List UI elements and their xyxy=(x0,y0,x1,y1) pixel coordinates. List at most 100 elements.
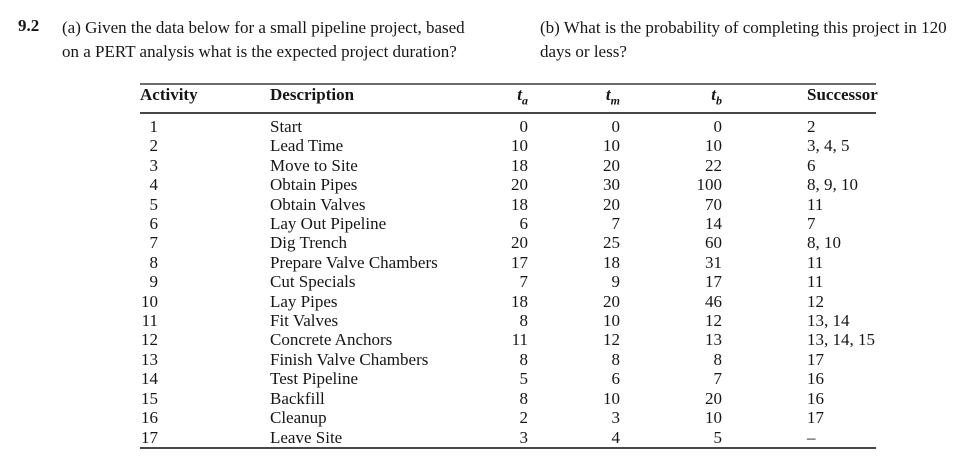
cell-successor: 11 xyxy=(807,252,824,272)
cell-tm: 18 xyxy=(603,252,620,272)
pert-table-body: 1 Start 0 0 0 2 2 Lead Time 10 10 10 3, 4, 5 3 Move t… xyxy=(140,113,876,448)
table-row: 2 Lead Time 10 10 10 3, 4, 5 xyxy=(140,136,876,155)
cell-activity: 13 xyxy=(140,350,270,369)
cell-tb: 13 xyxy=(705,330,722,350)
cell-ta: 18 xyxy=(511,291,528,311)
cell-activity: 6 xyxy=(140,214,270,233)
activity-number: 7 xyxy=(149,233,159,253)
activity-number: 6 xyxy=(149,214,159,234)
activity-number: 11 xyxy=(141,311,158,331)
cell-description: Finish Valve Chambers xyxy=(270,349,429,369)
table-row: 7 Dig Trench 20 25 60 8, 10 xyxy=(140,233,876,252)
cell-tm: 10 xyxy=(603,136,620,156)
table-row: 3 Move to Site 18 20 22 6 xyxy=(140,156,876,175)
cell-successor: 13, 14, 15 xyxy=(807,330,875,350)
cell-activity: 14 xyxy=(140,369,270,388)
cell-description: Lay Out Pipeline xyxy=(270,214,387,234)
cell-ta: 3 xyxy=(519,427,529,447)
activity-number: 3 xyxy=(149,155,159,175)
cell-activity: 9 xyxy=(140,272,270,291)
cell-description: Lead Time xyxy=(270,136,344,156)
cell-successor: 3, 4, 5 xyxy=(807,136,850,156)
ta-subscript: a xyxy=(522,93,528,108)
table-row: 6 Lay Out Pipeline 6 7 14 7 xyxy=(140,214,876,233)
cell-tb: 22 xyxy=(705,155,722,175)
activity-number: 9 xyxy=(149,272,159,292)
cell-activity: 17 xyxy=(140,428,270,448)
cell-activity: 15 xyxy=(140,389,270,408)
cell-successor: 11 xyxy=(807,272,824,292)
cell-ta: 8 xyxy=(519,349,529,369)
cell-description: Lay Pipes xyxy=(270,291,338,311)
cell-tb: 10 xyxy=(705,136,722,156)
tm-symbol: t xyxy=(605,85,611,104)
cell-tb: 60 xyxy=(705,233,722,253)
question-part-a: (a) Given the data below for a small pip… xyxy=(62,16,465,64)
cell-successor: – xyxy=(807,427,816,447)
cell-tm: 10 xyxy=(603,311,620,331)
cell-ta: 18 xyxy=(511,155,528,175)
cell-activity: 8 xyxy=(140,253,270,272)
cell-successor: 2 xyxy=(807,117,816,136)
cell-tm: 4 xyxy=(611,427,621,447)
cell-ta: 11 xyxy=(511,330,528,350)
cell-tb: 5 xyxy=(713,427,723,447)
question-part-b: (b) What is the probability of completin… xyxy=(540,16,947,64)
activity-number: 17 xyxy=(141,427,158,447)
table-row: 11 Fit Valves 8 10 12 13, 14 xyxy=(140,311,876,330)
cell-tm: 20 xyxy=(603,291,620,311)
cell-successor: 11 xyxy=(807,194,824,214)
cell-tm: 20 xyxy=(603,155,620,175)
cell-tm: 20 xyxy=(603,194,620,214)
column-header-activity: Activity xyxy=(140,84,270,114)
cell-tb: 12 xyxy=(705,311,722,331)
cell-description: Cleanup xyxy=(270,408,327,428)
table-row: 16 Cleanup 2 3 10 17 xyxy=(140,408,876,427)
question-a-line-2: on a PERT analysis what is the expected … xyxy=(62,42,457,61)
column-header-successor: Successor xyxy=(722,84,878,114)
pert-activity-table: Activity Description ta tm tb Successor … xyxy=(140,83,878,449)
cell-description: Concrete Anchors xyxy=(270,330,393,350)
cell-activity: 7 xyxy=(140,233,270,252)
cell-tb: 31 xyxy=(705,252,722,272)
cell-description: Cut Specials xyxy=(270,272,356,292)
cell-successor: 16 xyxy=(807,388,824,408)
table-row: 10 Lay Pipes 18 20 46 12 xyxy=(140,292,876,311)
column-header-description: Description xyxy=(270,84,460,114)
tb-symbol: t xyxy=(711,85,716,104)
cell-description: Obtain Pipes xyxy=(270,175,358,195)
cell-activity: 12 xyxy=(140,330,270,349)
cell-tb: 7 xyxy=(713,369,723,389)
table-header: Activity Description ta tm tb Successor xyxy=(140,84,878,114)
cell-tb: 0 xyxy=(713,117,723,136)
cell-activity: 11 xyxy=(140,311,270,330)
activity-number: 12 xyxy=(141,330,158,350)
problem-number: 9.2 xyxy=(18,16,40,35)
cell-description: Test Pipeline xyxy=(270,369,359,389)
cell-tm: 25 xyxy=(603,233,620,253)
cell-ta: 7 xyxy=(519,272,529,292)
cell-successor: 16 xyxy=(807,369,824,389)
cell-tm: 7 xyxy=(611,214,621,234)
activity-number: 10 xyxy=(141,291,158,311)
cell-ta: 6 xyxy=(519,214,529,234)
cell-tm: 0 xyxy=(611,117,621,136)
activity-number: 13 xyxy=(141,349,158,369)
table-row: 4 Obtain Pipes 20 30 100 8, 9, 10 xyxy=(140,175,876,194)
cell-activity: 1 xyxy=(140,113,270,136)
cell-activity: 5 xyxy=(140,195,270,214)
cell-tb: 100 xyxy=(696,175,723,195)
cell-ta: 17 xyxy=(511,252,528,272)
activity-number: 15 xyxy=(141,388,158,408)
cell-activity: 16 xyxy=(140,408,270,427)
cell-successor: 17 xyxy=(807,349,824,369)
cell-tb: 8 xyxy=(713,349,723,369)
cell-tm: 30 xyxy=(603,175,620,195)
activity-number: 1 xyxy=(149,117,159,136)
cell-successor: 17 xyxy=(807,408,824,428)
cell-description: Move to Site xyxy=(270,155,358,175)
cell-activity: 3 xyxy=(140,156,270,175)
cell-activity: 4 xyxy=(140,175,270,194)
cell-description: Dig Trench xyxy=(270,233,347,253)
